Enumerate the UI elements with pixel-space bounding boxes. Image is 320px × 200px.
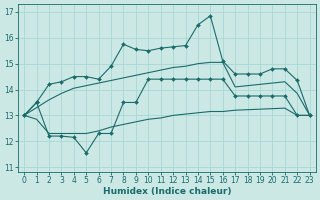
X-axis label: Humidex (Indice chaleur): Humidex (Indice chaleur) (103, 187, 231, 196)
